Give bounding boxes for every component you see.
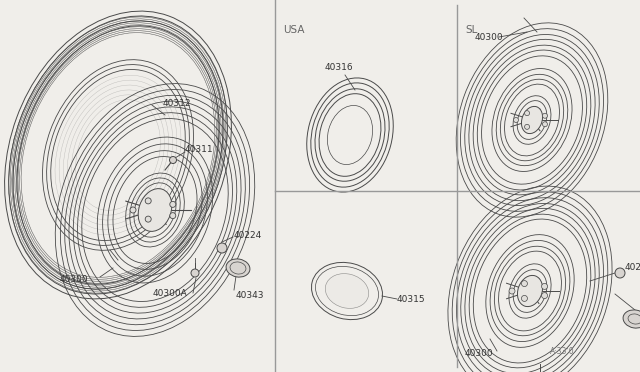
Ellipse shape [325, 274, 369, 308]
Text: 40315: 40315 [397, 295, 426, 304]
Circle shape [513, 118, 518, 122]
Text: SL: SL [465, 25, 477, 35]
Circle shape [130, 207, 136, 213]
Text: 40300: 40300 [465, 349, 493, 357]
Text: 40224: 40224 [625, 263, 640, 273]
Circle shape [170, 157, 177, 164]
Ellipse shape [623, 310, 640, 328]
Circle shape [170, 201, 176, 207]
Text: USA: USA [283, 25, 305, 35]
Circle shape [217, 243, 227, 253]
Ellipse shape [522, 106, 543, 134]
Circle shape [522, 295, 527, 301]
Text: 40343: 40343 [236, 292, 264, 301]
Text: 40300A: 40300A [153, 289, 188, 298]
Text: 40311: 40311 [185, 145, 214, 154]
Ellipse shape [138, 189, 172, 231]
Text: A·33‘0: A·33‘0 [550, 347, 575, 356]
Circle shape [525, 110, 529, 116]
Circle shape [509, 288, 515, 294]
Circle shape [541, 283, 548, 289]
Circle shape [525, 124, 529, 129]
Circle shape [145, 216, 151, 222]
Circle shape [145, 198, 151, 204]
Text: 40224: 40224 [234, 231, 262, 240]
Ellipse shape [226, 259, 250, 277]
Text: 40300: 40300 [475, 33, 504, 42]
Circle shape [170, 213, 176, 219]
Circle shape [615, 268, 625, 278]
Text: 40312: 40312 [163, 99, 191, 108]
Circle shape [522, 280, 527, 286]
Ellipse shape [518, 275, 543, 307]
Text: 40300: 40300 [60, 276, 88, 285]
Circle shape [541, 293, 548, 299]
Text: 40316: 40316 [325, 64, 354, 73]
Circle shape [191, 269, 199, 277]
Circle shape [543, 113, 547, 118]
Circle shape [543, 122, 547, 127]
